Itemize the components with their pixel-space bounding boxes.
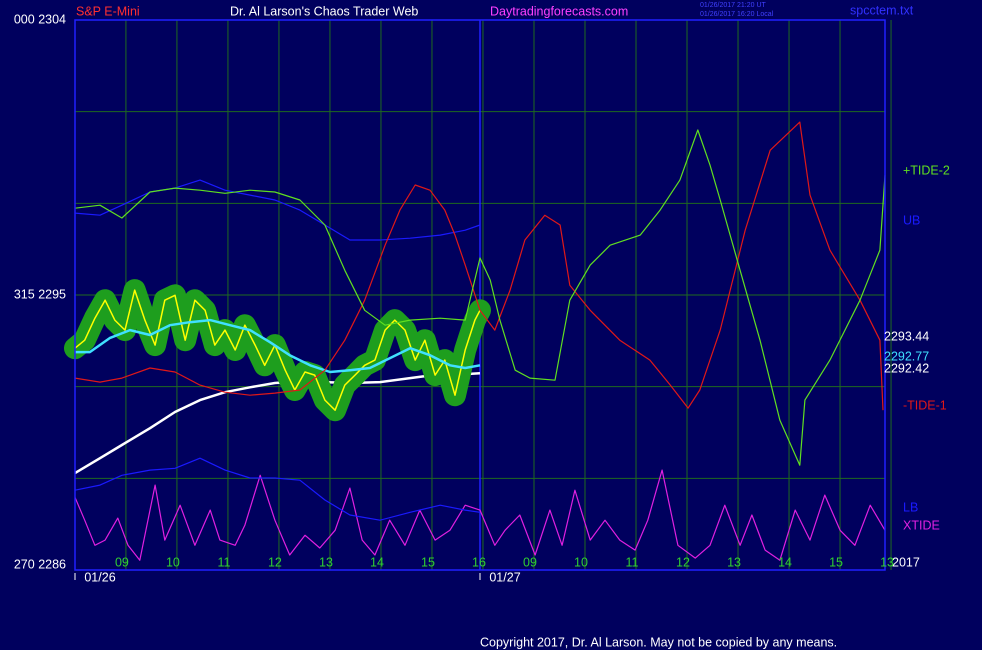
x-tick-label: 14	[778, 555, 792, 569]
series-line	[74, 469, 886, 561]
date-label: 01/26	[84, 570, 115, 584]
x-tick-label: 14	[370, 555, 384, 569]
x-tick-label: 16	[472, 555, 486, 569]
y-tick-label: 315 2295	[14, 287, 66, 301]
file-name: spcctem.txt	[850, 3, 914, 17]
series-line	[74, 121, 884, 411]
timestamp: 01/26/2017 16:20 Local	[700, 11, 774, 18]
value-label: 2293.44	[884, 329, 929, 343]
website: Daytradingforecasts.com	[490, 4, 628, 18]
series-line	[74, 129, 886, 466]
y-tick-label: 270 2286	[14, 557, 66, 571]
legend-label: XTIDE	[903, 519, 940, 533]
instrument: S&P E-Mini	[76, 4, 140, 18]
series-line	[74, 457, 481, 521]
legend-label: +TIDE-2	[903, 164, 950, 178]
series-line	[74, 179, 481, 241]
series-line	[74, 289, 481, 411]
x-tick-label: 13	[727, 555, 741, 569]
x-tick-label: 10	[166, 555, 180, 569]
plot-border	[74, 19, 886, 571]
x-tick-label: 10	[574, 555, 588, 569]
value-label: 2292.77	[884, 349, 929, 363]
x-tick-label: 12	[268, 555, 282, 569]
series-line	[74, 371, 481, 475]
x-tick-label: 13	[319, 555, 333, 569]
x-tick-label: 13	[880, 555, 894, 569]
legend-label: UB	[903, 213, 920, 227]
value-label: 2292.42	[884, 361, 929, 375]
year: 2017	[892, 555, 920, 569]
x-tick-label: 09	[523, 555, 537, 569]
timestamp: 01/26/2017 21:20 UT	[700, 2, 766, 9]
chart-title: Dr. Al Larson's Chaos Trader Web	[230, 4, 418, 18]
plot	[64, 121, 886, 561]
x-tick-label: 09	[115, 555, 129, 569]
legend-label: LB	[903, 501, 918, 515]
y-tick-label: 000 2304	[14, 12, 66, 26]
series-line	[75, 318, 481, 374]
x-tick-label: 15	[421, 555, 435, 569]
x-tick-label: 15	[829, 555, 843, 569]
date-label: 01/27	[489, 570, 520, 584]
x-tick-label: 11	[217, 555, 230, 569]
x-tick-label: 11	[626, 555, 639, 569]
copyright: Copyright 2017, Dr. Al Larson. May not b…	[480, 635, 837, 649]
legend-label: -TIDE-1	[903, 398, 947, 412]
x-tick-label: 12	[676, 555, 690, 569]
